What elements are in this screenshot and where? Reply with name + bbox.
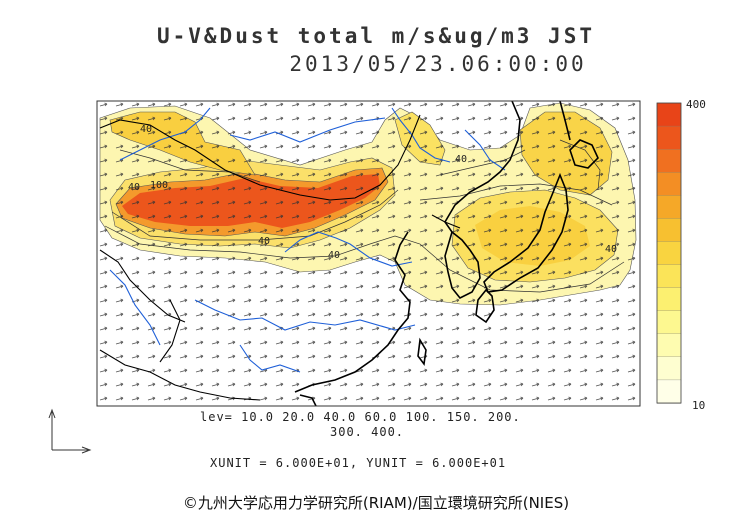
- river-7: [391, 107, 451, 163]
- legend-swatch: [656, 218, 682, 243]
- map-frame: [96, 100, 641, 407]
- contour-levels-line1: lev= 10.0 20.0 40.0 60.0 100. 150. 200.: [200, 410, 521, 424]
- contour-label: 100: [150, 180, 168, 191]
- contour-label: 40: [455, 154, 467, 165]
- river-8: [464, 129, 506, 171]
- legend-swatch: [656, 241, 682, 266]
- contour-label: 40: [140, 124, 152, 135]
- legend-max-label: 400: [686, 98, 706, 111]
- vector-units: XUNIT = 6.000E+01, YUNIT = 6.000E+01: [210, 456, 507, 470]
- border-north: [99, 114, 421, 201]
- legend-swatch: [656, 195, 682, 220]
- coastlines: [294, 101, 599, 406]
- copyright-notice: ©九州大学応用力学研究所(RIAM)/国立環境研究所(NIES): [182, 494, 570, 512]
- border-south: [99, 349, 261, 401]
- japan-hokkaido: [569, 139, 599, 169]
- legend-swatch: [656, 379, 682, 404]
- legend-swatch: [656, 310, 682, 335]
- contour-value-labels: 40 100 40 40 40 40 40: [128, 124, 617, 261]
- reference-y-arrow: [48, 408, 56, 450]
- map-timestamp: 2013/05/23.06:00:00: [289, 52, 587, 76]
- legend-swatch: [656, 356, 682, 381]
- borders: [99, 114, 461, 401]
- legend-swatch: [656, 172, 682, 196]
- river-4: [194, 299, 416, 331]
- east-coast-north: [444, 101, 521, 233]
- rivers: [109, 107, 506, 373]
- river-1: [119, 107, 211, 161]
- korea-peninsula: [444, 230, 481, 300]
- legend-colorbar: [656, 102, 682, 404]
- river-2: [229, 117, 386, 143]
- contour-label: 40: [258, 236, 270, 247]
- contour-label: 40: [128, 182, 140, 193]
- border-korea: [431, 214, 461, 229]
- legend-min-label: 10: [692, 399, 706, 412]
- legend-swatch: [656, 149, 682, 173]
- reference-x-arrow: [52, 446, 92, 454]
- border-india: [159, 299, 181, 363]
- japan-kyushu: [475, 288, 495, 324]
- contour-label: 40: [605, 244, 617, 255]
- map-title: U-V&Dust total m/s&ug/m3 JST: [156, 24, 595, 48]
- sakhalin: [559, 101, 571, 141]
- legend-swatch: [656, 333, 682, 358]
- wind-vectors: [97, 101, 640, 406]
- reference-axes: [48, 408, 92, 454]
- china-coast: [294, 231, 411, 393]
- contour-label: 40: [328, 250, 340, 261]
- border-west: [99, 249, 186, 323]
- river-3: [284, 231, 413, 267]
- taiwan: [417, 337, 427, 367]
- legend-swatch: [656, 125, 682, 150]
- legend-swatch: [656, 264, 682, 289]
- river-5: [239, 344, 301, 373]
- contour-levels-line2: 300. 400.: [330, 425, 405, 439]
- legend-frame: [656, 102, 682, 404]
- legend-swatch: [656, 102, 682, 127]
- legend-swatch: [656, 287, 682, 312]
- map-content: 40 100 40 40 40 40 40: [97, 101, 640, 406]
- river-6: [109, 269, 161, 346]
- hainan: [299, 394, 317, 406]
